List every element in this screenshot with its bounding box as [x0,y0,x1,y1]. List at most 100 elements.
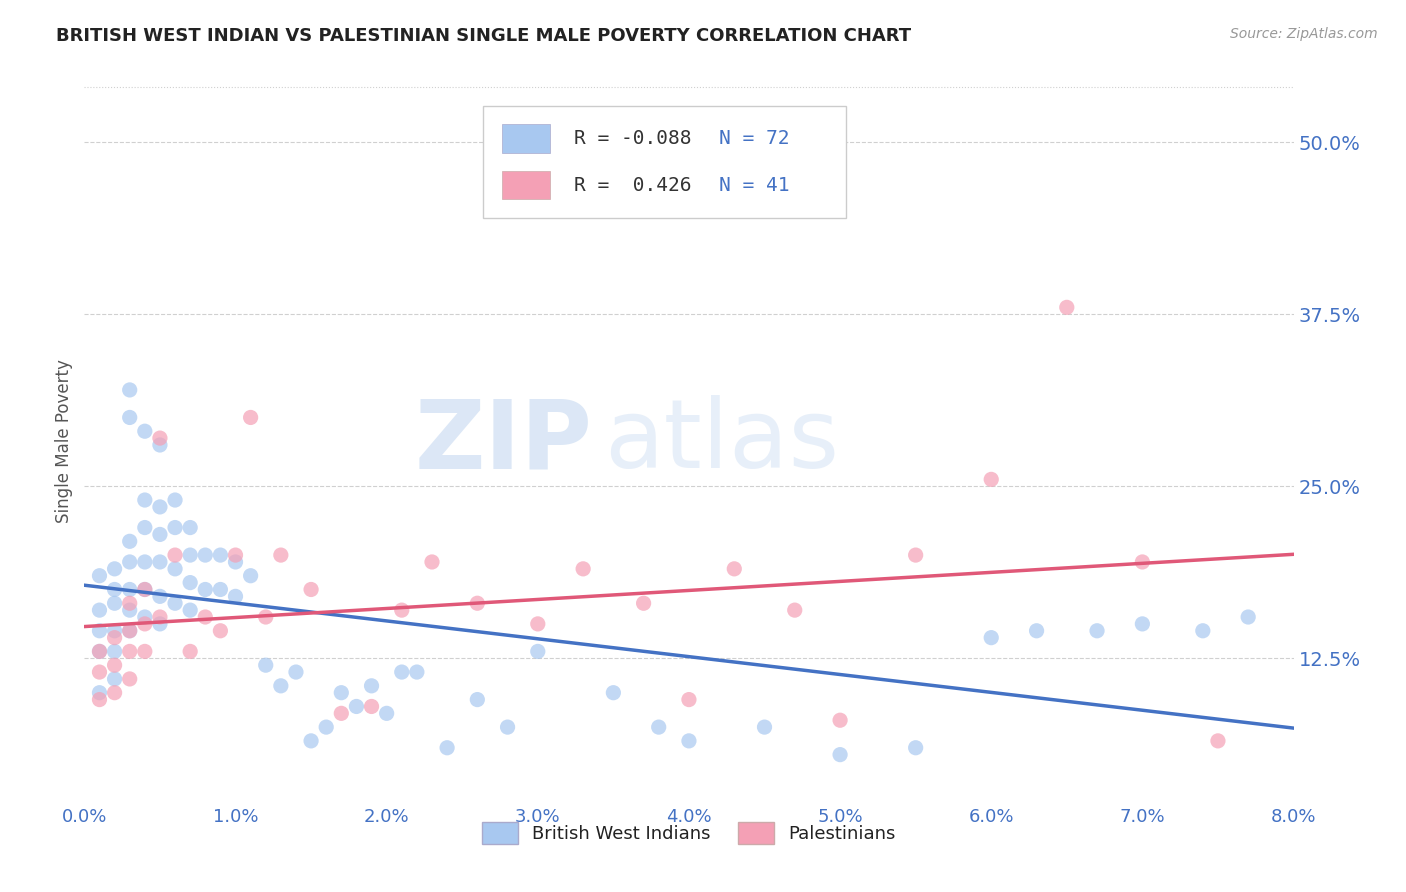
Point [375,706,398,721]
Point [149,555,172,569]
Point [165,493,187,508]
Point [420,555,443,569]
Point [527,644,550,658]
Legend: British West Indians, Palestinians: British West Indians, Palestinians [475,815,903,852]
Point [149,500,172,514]
Point [179,548,201,562]
Point [149,431,172,445]
Point [209,548,232,562]
Point [239,410,262,425]
Point [104,644,127,658]
Point [225,555,247,569]
Point [179,603,201,617]
Point [330,686,353,700]
Point [980,631,1002,645]
Point [118,603,141,617]
Point [134,582,156,597]
Point [254,658,277,673]
Point [118,624,141,638]
Point [209,582,232,597]
Point [602,686,624,700]
Point [89,603,111,617]
Bar [502,170,550,200]
Text: atlas: atlas [605,395,839,488]
Point [118,383,141,397]
Bar [502,124,550,153]
Point [830,713,852,727]
Point [118,582,141,597]
Point [572,562,595,576]
Point [830,747,852,762]
Point [194,548,217,562]
Point [1192,624,1215,638]
Point [165,548,187,562]
Point [904,548,927,562]
Point [209,624,232,638]
Point [270,679,292,693]
Point [980,472,1002,486]
Text: Source: ZipAtlas.com: Source: ZipAtlas.com [1230,27,1378,41]
Point [723,562,745,576]
Point [118,534,141,549]
Point [1056,301,1078,315]
Point [239,568,262,582]
Point [527,616,550,631]
Y-axis label: Single Male Poverty: Single Male Poverty [55,359,73,524]
Point [89,624,111,638]
Point [118,555,141,569]
Point [118,644,141,658]
Point [496,720,519,734]
Point [149,527,172,541]
Point [678,734,700,748]
Point [225,590,247,604]
Text: BRITISH WEST INDIAN VS PALESTINIAN SINGLE MALE POVERTY CORRELATION CHART: BRITISH WEST INDIAN VS PALESTINIAN SINGL… [56,27,911,45]
Point [118,624,141,638]
Point [104,596,127,610]
Point [299,734,322,748]
Point [165,562,187,576]
Point [134,520,156,534]
Text: N = 72: N = 72 [720,128,790,147]
Point [391,665,413,679]
Point [360,699,382,714]
FancyBboxPatch shape [484,105,846,218]
Point [1206,734,1229,748]
Point [225,548,247,562]
Point [1132,616,1154,631]
Point [1237,610,1260,624]
Point [904,740,927,755]
Point [118,410,141,425]
Point [179,520,201,534]
Point [1085,624,1108,638]
Point [165,596,187,610]
Point [104,582,127,597]
Point [104,562,127,576]
Point [194,610,217,624]
Point [391,603,413,617]
Point [285,665,308,679]
Point [330,706,353,721]
Point [149,616,172,631]
Point [134,610,156,624]
Point [89,644,111,658]
Point [315,720,337,734]
Point [1025,624,1047,638]
Point [134,582,156,597]
Point [346,699,368,714]
Point [89,686,111,700]
Text: R =  0.426: R = 0.426 [574,176,692,194]
Point [783,603,806,617]
Point [754,720,776,734]
Point [149,610,172,624]
Point [678,692,700,706]
Point [179,644,201,658]
Point [134,644,156,658]
Point [194,582,217,597]
Point [134,555,156,569]
Point [104,672,127,686]
Point [118,596,141,610]
Point [134,493,156,508]
Text: ZIP: ZIP [415,395,592,488]
Point [104,624,127,638]
Point [104,686,127,700]
